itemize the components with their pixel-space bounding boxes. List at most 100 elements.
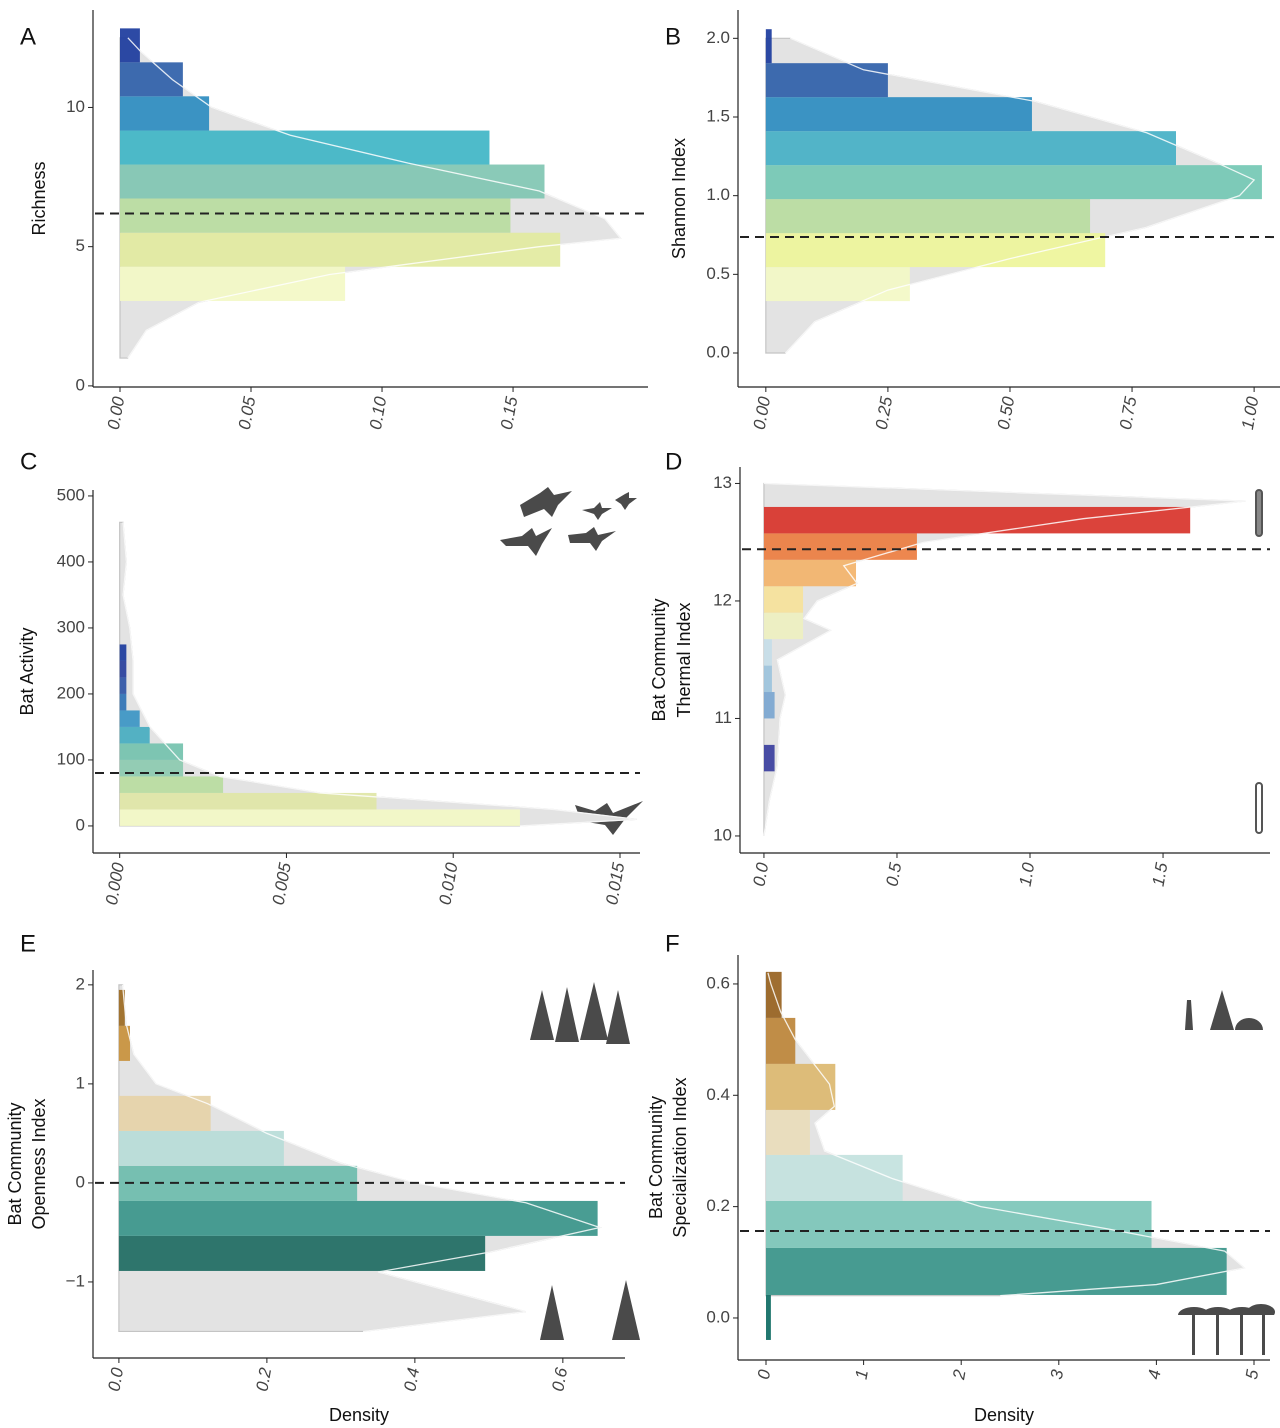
x-tick-label: 0.005 [269,861,295,907]
x-tick-label: 1 [852,1368,872,1381]
y-axis-label: Thermal Index [674,602,694,717]
y-axis-label: Bat Activity [17,627,37,715]
y-tick-label: −1 [66,1271,85,1290]
y-tick-label: 0 [76,815,85,834]
x-tick-label: 0.00 [104,395,129,431]
y-tick-label: 0.5 [706,264,730,283]
y-tick-label: 13 [713,473,732,492]
x-tick-label: 0.5 [883,861,906,888]
bar [118,1235,486,1271]
bar [763,639,772,666]
bat-silhouettes [500,487,643,835]
y-tick-label: 5 [76,236,85,255]
bar [765,233,1106,268]
density-line [784,37,1256,354]
bar [766,1063,836,1110]
bar [119,726,150,744]
y-axis-label: Richness [29,161,49,235]
x-tick-label: 0.25 [872,395,897,431]
y-axis-label: Shannon Index [669,138,689,259]
bar [119,232,561,267]
panel-label: C [20,448,37,475]
y-tick-label: 12 [713,590,732,609]
y-tick-label: 2.0 [706,28,730,47]
y-tick-label: 10 [66,97,85,116]
y-tick-label: 0.4 [706,1085,730,1104]
bar [763,533,917,560]
x-tick-label: 5 [1242,1368,1262,1381]
y-tick-label: 400 [57,551,85,570]
thermometer-icons [1255,489,1263,834]
bar [763,744,775,772]
bar [766,1109,810,1155]
bar [119,792,377,810]
bar [119,759,184,777]
bar [765,97,1032,132]
x-tick-label: 0.10 [366,395,391,431]
bar [763,506,1191,534]
bar [118,1025,130,1061]
bar [119,130,490,165]
bar [119,660,127,678]
bar [118,1130,284,1166]
bar [119,28,140,63]
x-tick-label: 0.000 [102,861,128,907]
x-axis-label: Density [974,1405,1034,1425]
bar [765,131,1176,166]
panel: 0 5 10 0.00 0.05 0.10 0.15 A Richness [20,10,648,431]
y-axis-label: Bat Community [646,1096,666,1219]
y-axis-label: Specialization Index [670,1077,690,1237]
bar [765,199,1091,234]
x-tick-label: 0.05 [235,395,260,431]
y-tick-label: 0.6 [706,973,730,992]
density-line [127,37,622,359]
panel: 0.0 0.5 1.0 1.5 2.0 0.00 0.25 0.50 0.75 1.00 B Shan… [665,10,1280,431]
x-axis-label: Density [329,1405,389,1425]
bar [766,1017,796,1064]
bar [763,612,804,640]
y-tick-label: 11 [714,708,732,727]
bar [119,198,511,233]
y-tick-label: 2 [76,974,85,993]
x-tick-label: 0.00 [750,395,775,431]
y-tick-label: 100 [57,749,85,768]
x-tick-label: 0.4 [400,1366,423,1393]
y-tick-label: 0.0 [706,1307,730,1326]
bar [766,971,782,1018]
bar [119,710,140,727]
y-tick-label: 1.0 [706,185,730,204]
x-tick-label: 1.00 [1238,395,1263,431]
panel-label: B [665,23,681,50]
bar [763,665,772,693]
bar [119,164,545,199]
bar [765,165,1262,200]
bar [119,776,224,793]
tree-silhouettes [530,982,1275,1355]
bar [119,743,184,760]
x-tick-label: 0.010 [435,861,461,907]
panel: 10 11 12 13 0.0 0.5 1.0 1.5 D Bat Community Therma… [649,448,1270,888]
bar [118,1200,598,1236]
bar [766,1154,903,1201]
x-tick-label: 0.0 [749,861,772,888]
y-tick-label: 500 [57,485,85,504]
panel-label: A [20,23,36,50]
y-tick-label: 1.5 [706,106,730,125]
y-tick-label: 0 [76,1172,85,1191]
density-line [763,482,1246,837]
panel: 0.0 0.2 0.4 0.6 0 1 2 3 4 5 F Bat Community Speciali… [646,930,1270,1425]
y-axis-label: Bat Community [649,598,669,721]
panel-label: F [665,930,680,957]
bar [766,1294,771,1340]
x-tick-label: 0.015 [602,861,628,907]
bar [763,559,857,587]
bar [119,693,127,711]
bar [765,29,772,64]
y-tick-label: 0.0 [706,342,730,361]
panel: 0 100 200 300 400 500 0.000 0.005 0.010 0.015 C Bat… [17,448,640,906]
bar [763,586,804,613]
x-tick-label: 2 [949,1368,970,1382]
y-tick-label: 0.2 [706,1196,730,1215]
density-line [122,522,637,827]
x-tick-label: 4 [1144,1368,1164,1381]
